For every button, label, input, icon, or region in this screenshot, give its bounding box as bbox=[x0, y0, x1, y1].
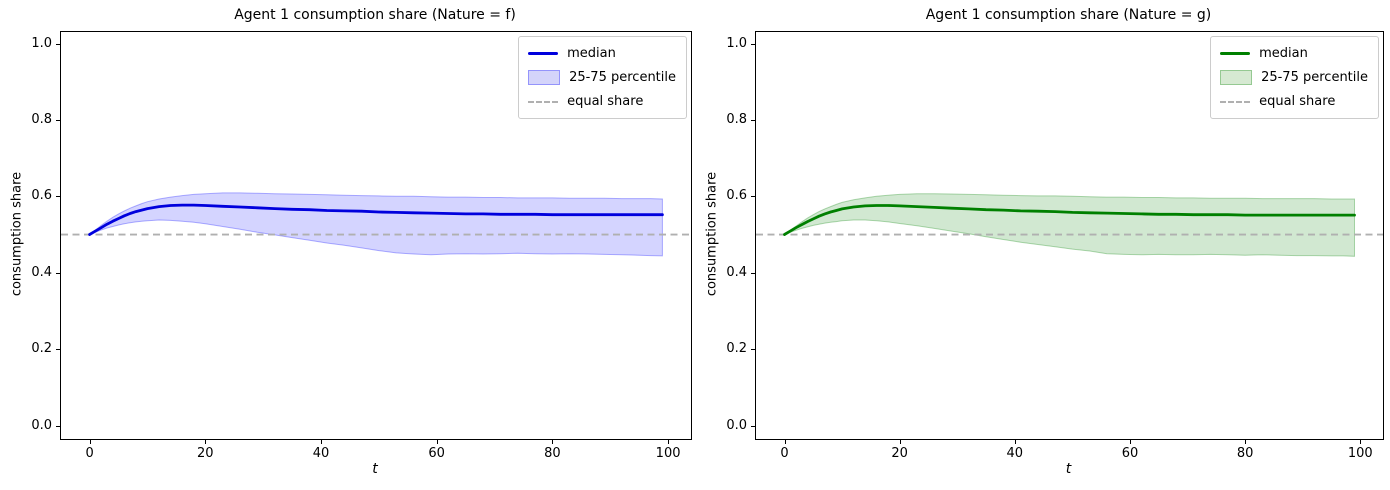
legend-label-median: median bbox=[1259, 46, 1308, 61]
chart-title: Agent 1 consumption share (Nature = g) bbox=[925, 7, 1212, 23]
x-tick-mark bbox=[784, 440, 786, 444]
percentile-patch-sample bbox=[1220, 70, 1253, 85]
x-tick-label: 80 bbox=[544, 446, 561, 461]
x-axis-label: t bbox=[372, 461, 378, 477]
median-line-sample bbox=[1220, 52, 1251, 55]
y-tick-mark bbox=[56, 196, 60, 198]
y-tick-mark bbox=[56, 349, 60, 351]
legend-label-median: median bbox=[567, 46, 616, 61]
legend: median 25-75 percentile equal share bbox=[518, 36, 687, 119]
y-tick-mark bbox=[751, 349, 755, 351]
y-tick-mark bbox=[56, 425, 60, 427]
equal-share-dash-sample bbox=[1220, 100, 1251, 103]
x-tick-mark bbox=[1130, 440, 1131, 444]
y-tick-mark bbox=[751, 43, 755, 45]
y-tick-mark bbox=[56, 43, 60, 45]
legend-label-equal-share: equal share bbox=[1259, 94, 1336, 109]
y-tick-label: 0.6 bbox=[726, 188, 747, 204]
chart-title: Agent 1 consumption share (Nature = f) bbox=[234, 7, 516, 23]
x-tick-label: 40 bbox=[312, 446, 330, 461]
x-tick-label: 100 bbox=[1347, 446, 1373, 461]
x-tick-mark bbox=[89, 440, 91, 444]
y-tick-mark bbox=[56, 272, 60, 274]
y-tick-label: 0.0 bbox=[31, 417, 52, 433]
chart-canvas bbox=[756, 193, 1383, 257]
x-tick-label: 100 bbox=[655, 446, 681, 461]
x-tick-label: 20 bbox=[891, 446, 908, 461]
legend: median 25-75 percentile equal share bbox=[1210, 36, 1379, 119]
x-tick-label: 0 bbox=[85, 446, 94, 461]
median-line-sample bbox=[528, 52, 559, 55]
y-tick-label: 0.4 bbox=[726, 264, 747, 280]
x-tick-mark bbox=[1014, 440, 1016, 444]
x-tick-mark bbox=[1245, 440, 1247, 444]
chart-canvas bbox=[61, 192, 691, 257]
y-tick-label: 0.6 bbox=[31, 188, 52, 204]
x-tick-mark bbox=[205, 440, 207, 444]
x-tick-label: 20 bbox=[197, 446, 214, 461]
y-tick-label: 0.2 bbox=[726, 341, 747, 357]
x-tick-mark bbox=[1360, 440, 1362, 444]
legend-row-equal-share: equal share bbox=[528, 92, 676, 111]
x-tick-label: 40 bbox=[1006, 446, 1024, 461]
x-tick-label: 60 bbox=[1121, 446, 1139, 461]
legend-label-percentile: 25-75 percentile bbox=[1261, 70, 1368, 85]
y-tick-label: 0.2 bbox=[31, 341, 52, 357]
y-tick-label: 0.4 bbox=[31, 264, 52, 280]
legend-row-percentile: 25-75 percentile bbox=[1220, 68, 1368, 87]
y-tick-mark bbox=[751, 272, 755, 274]
x-tick-mark bbox=[436, 440, 438, 444]
plot-area: median 25-75 percentile equal share bbox=[755, 31, 1384, 440]
x-tick-mark bbox=[668, 440, 670, 444]
legend-row-percentile: 25-75 percentile bbox=[528, 68, 676, 87]
y-tick-mark bbox=[751, 425, 755, 427]
x-axis-label: t bbox=[1065, 461, 1072, 477]
y-tick-mark bbox=[56, 119, 60, 121]
legend-row-median: median bbox=[1220, 44, 1368, 63]
x-tick-mark bbox=[321, 440, 322, 444]
legend-row-median: median bbox=[528, 44, 676, 63]
x-tick-mark bbox=[899, 440, 901, 444]
y-tick-label: 1.0 bbox=[726, 35, 747, 51]
y-tick-label: 0.0 bbox=[726, 417, 747, 433]
y-tick-label: 0.8 bbox=[31, 111, 52, 127]
subplot-nature-g: Agent 1 consumption share (Nature = g) c… bbox=[695, 0, 1390, 490]
y-tick-mark bbox=[751, 196, 755, 198]
y-tick-label: 0.8 bbox=[726, 111, 747, 127]
x-tick-label: 80 bbox=[1236, 446, 1254, 461]
y-tick-mark bbox=[751, 119, 755, 121]
legend-label-percentile: 25-75 percentile bbox=[569, 70, 676, 85]
legend-label-equal-share: equal share bbox=[567, 94, 644, 109]
legend-row-equal-share: equal share bbox=[1220, 92, 1368, 111]
percentile-patch-sample bbox=[528, 70, 561, 85]
plot-area: median 25-75 percentile equal share bbox=[60, 31, 692, 440]
y-tick-label: 1.0 bbox=[31, 35, 52, 51]
x-tick-label: 0 bbox=[780, 446, 789, 461]
x-tick-label: 60 bbox=[428, 446, 445, 461]
equal-share-dash-sample bbox=[528, 100, 559, 103]
x-tick-mark bbox=[552, 440, 554, 444]
subplot-nature-f: Agent 1 consumption share (Nature = f) c… bbox=[10, 7, 692, 477]
